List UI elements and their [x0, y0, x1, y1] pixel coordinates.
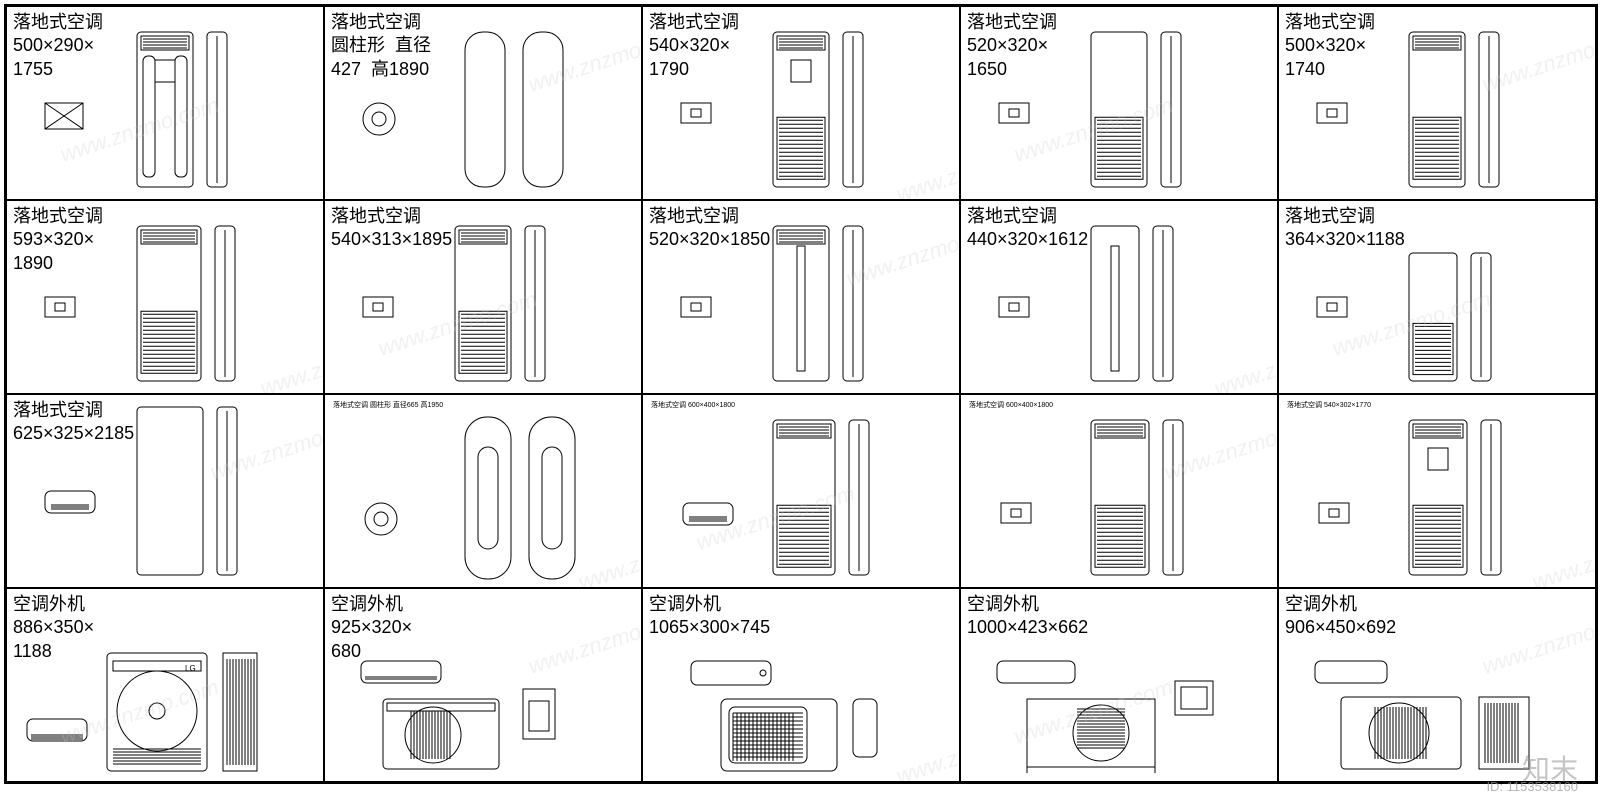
- unit-drawing: [961, 395, 1277, 587]
- catalog-cell: 空调外机886×350× 1188LGwww.znzmo.com: [6, 588, 324, 782]
- unit-drawing: [7, 201, 323, 393]
- svg-text:LG: LG: [185, 664, 196, 673]
- catalog-cell: 落地式空调540×313×1895www.znzmo.com: [324, 200, 642, 394]
- catalog-cell: 落地式空调364×320×1188www.znzmo.com: [1278, 200, 1596, 394]
- unit-drawing: [7, 395, 323, 587]
- catalog-cell: 落地式空调520×320× 1650www.znzmo.com: [960, 6, 1278, 200]
- catalog-cell: 落地式空调 600×400×1800www.znzmo.com: [960, 394, 1278, 588]
- unit-drawing: [325, 589, 641, 781]
- unit-drawing: [961, 7, 1277, 199]
- catalog-cell: 落地式空调500×290× 1755www.znzmo.com: [6, 6, 324, 200]
- catalog-cell: 空调外机925×320× 680www.znzmo.com: [324, 588, 642, 782]
- unit-drawing: [325, 395, 641, 587]
- unit-drawing: [643, 201, 959, 393]
- catalog-cell: 落地式空调520×320×1850www.znzmo.com: [642, 200, 960, 394]
- catalog-cell: 落地式空调500×320× 1740www.znzmo.com: [1278, 6, 1596, 200]
- unit-drawing: [1279, 7, 1595, 199]
- catalog-cell: 落地式空调 540×302×1770www.znzmo.com: [1278, 394, 1596, 588]
- catalog-cell: 落地式空调 600×400×1800www.znzmo.com: [642, 394, 960, 588]
- unit-drawing: [7, 7, 323, 199]
- catalog-cell: 落地式空调625×325×2185www.znzmo.com: [6, 394, 324, 588]
- catalog-cell: 落地式空调 圆柱形 直径665 高1950www.znzmo.com: [324, 394, 642, 588]
- unit-drawing: [961, 589, 1277, 781]
- unit-drawing: [325, 7, 641, 199]
- unit-drawing: [961, 201, 1277, 393]
- unit-drawing: [1279, 201, 1595, 393]
- catalog-cell: 落地式空调540×320× 1790www.znzmo.com: [642, 6, 960, 200]
- catalog-cell: 落地式空调440×320×1612www.znzmo.com: [960, 200, 1278, 394]
- unit-drawing: [643, 7, 959, 199]
- unit-drawing: [1279, 395, 1595, 587]
- catalog-cell: 落地式空调圆柱形 直径 427 高1890www.znzmo.com: [324, 6, 642, 200]
- catalog-cell: 落地式空调593×320× 1890www.znzmo.com: [6, 200, 324, 394]
- unit-drawing: [643, 589, 959, 781]
- unit-drawing: [643, 395, 959, 587]
- catalog-cell: 空调外机1000×423×662www.znzmo.com: [960, 588, 1278, 782]
- unit-drawing: LG: [7, 589, 323, 781]
- catalog-grid: 落地式空调500×290× 1755www.znzmo.com落地式空调圆柱形 …: [4, 4, 1598, 784]
- unit-drawing: [325, 201, 641, 393]
- catalog-cell: 空调外机1065×300×745www.znzmo.com: [642, 588, 960, 782]
- watermark-id: ID: 1153538160: [1486, 779, 1578, 794]
